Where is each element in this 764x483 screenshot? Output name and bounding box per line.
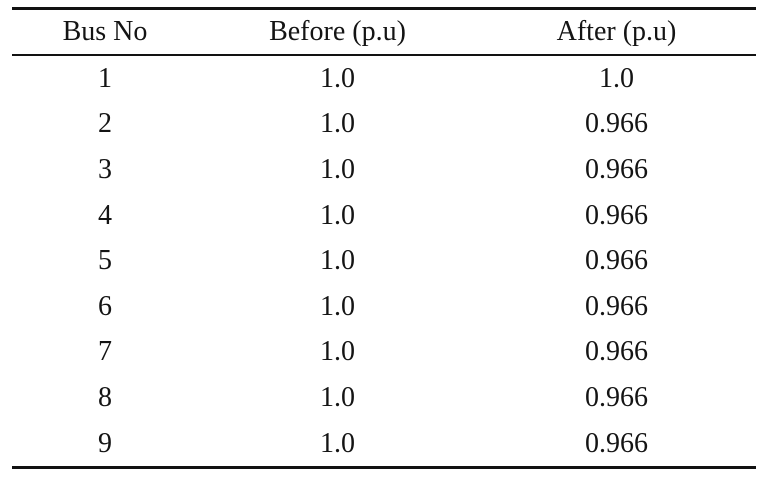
after-cell: 1.0 — [599, 62, 634, 94]
before-cell: 1.0 — [320, 336, 355, 368]
bus-no-cell: 8 — [98, 381, 112, 413]
bus-no-cell: 6 — [98, 290, 112, 322]
header-row: Bus No Before (p.u) After (p.u) — [12, 8, 756, 56]
before-cell: 1.0 — [320, 290, 355, 322]
before-cell: 1.0 — [320, 381, 355, 413]
before-cell: 1.0 — [320, 427, 355, 459]
bus-no-cell: 7 — [98, 336, 112, 368]
table-header: Bus No Before (p.u) After (p.u) — [12, 8, 756, 56]
table-row: 1 1.0 1.0 — [12, 55, 756, 102]
after-cell: 0.966 — [585, 199, 648, 231]
table-row: 2 1.0 0.966 — [12, 102, 756, 148]
table-row: 6 1.0 0.966 — [12, 284, 756, 330]
after-cell: 0.966 — [585, 381, 648, 413]
bus-no-cell: 2 — [98, 108, 112, 140]
bus-no-cell: 4 — [98, 199, 112, 231]
bus-no-cell: 5 — [98, 245, 112, 277]
after-cell: 0.966 — [585, 336, 648, 368]
after-cell: 0.966 — [585, 245, 648, 277]
table-row: 5 1.0 0.966 — [12, 238, 756, 284]
bus-no-cell: 9 — [98, 427, 112, 459]
after-cell: 0.966 — [585, 290, 648, 322]
after-cell: 0.966 — [585, 427, 648, 459]
bus-no-cell: 1 — [98, 62, 112, 94]
after-cell: 0.966 — [585, 153, 648, 185]
voltage-table-container: Bus No Before (p.u) After (p.u) 1 1.0 1.… — [12, 7, 756, 470]
column-header-before: Before (p.u) — [198, 8, 477, 56]
bus-voltage-table: Bus No Before (p.u) After (p.u) 1 1.0 1.… — [12, 7, 756, 470]
column-header-after: After (p.u) — [477, 8, 756, 56]
table-row: 4 1.0 0.966 — [12, 193, 756, 239]
before-cell: 1.0 — [320, 62, 355, 94]
table-row: 8 1.0 0.966 — [12, 375, 756, 421]
table-row: 9 1.0 0.966 — [12, 421, 756, 468]
table-body: 1 1.0 1.0 2 1.0 0.966 3 1.0 0.966 4 1.0 … — [12, 55, 756, 468]
after-cell: 0.966 — [585, 108, 648, 140]
table-row: 7 1.0 0.966 — [12, 330, 756, 376]
before-cell: 1.0 — [320, 108, 355, 140]
table-row: 3 1.0 0.966 — [12, 147, 756, 193]
before-cell: 1.0 — [320, 199, 355, 231]
bus-no-cell: 3 — [98, 153, 112, 185]
column-header-bus-no: Bus No — [12, 8, 198, 56]
before-cell: 1.0 — [320, 245, 355, 277]
before-cell: 1.0 — [320, 153, 355, 185]
